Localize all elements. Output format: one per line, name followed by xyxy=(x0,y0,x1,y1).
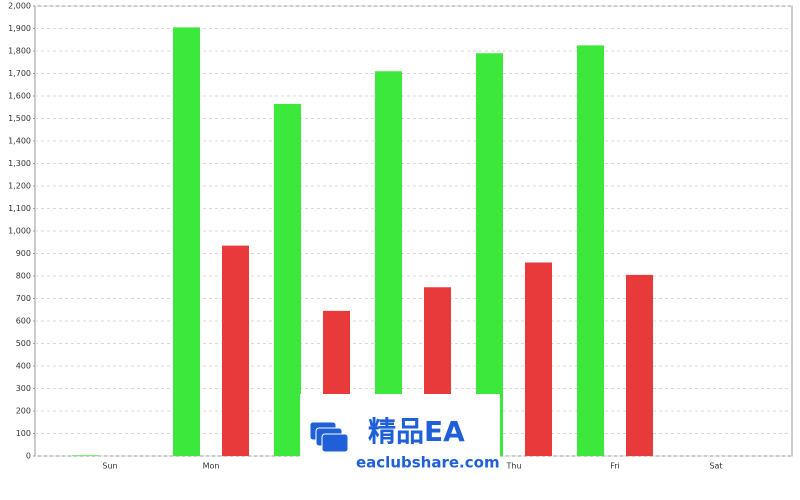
y-tick-label: 1,700 xyxy=(8,69,31,78)
x-tick-label: Thu xyxy=(505,462,521,471)
y-tick-label: 2,000 xyxy=(8,2,31,11)
logo-block xyxy=(321,433,349,453)
y-tick-label: 400 xyxy=(16,362,31,371)
bar xyxy=(375,71,402,456)
y-tick-label: 700 xyxy=(16,294,31,303)
bar xyxy=(222,245,249,456)
x-tick-label: Fri xyxy=(610,462,620,471)
y-tick-label: 600 xyxy=(16,317,31,326)
y-tick-label: 1,300 xyxy=(8,159,31,168)
y-tick-label: 1,100 xyxy=(8,204,31,213)
watermark-logo xyxy=(309,421,349,453)
y-tick-label: 200 xyxy=(16,407,31,416)
y-tick-label: 1,400 xyxy=(8,137,31,146)
y-tick-label: 1,500 xyxy=(8,114,31,123)
bar xyxy=(173,27,200,456)
bar xyxy=(525,262,552,456)
y-tick-label: 800 xyxy=(16,272,31,281)
y-tick-label: 0 xyxy=(26,452,31,461)
bar xyxy=(274,103,301,456)
bar xyxy=(577,45,604,456)
watermark-subtitle: eaclubshare.com xyxy=(356,454,500,472)
x-tick-label: Sat xyxy=(709,462,722,471)
x-tick-label: Sun xyxy=(102,462,117,471)
y-tick-label: 1,000 xyxy=(8,227,31,236)
y-tick-label: 900 xyxy=(16,249,31,258)
y-tick-label: 500 xyxy=(16,339,31,348)
bar xyxy=(626,274,653,456)
bar xyxy=(72,455,99,456)
y-tick-label: 1,800 xyxy=(8,47,31,56)
y-tick-label: 1,600 xyxy=(8,92,31,101)
y-tick-label: 1,200 xyxy=(8,182,31,191)
y-tick-label: 300 xyxy=(16,384,31,393)
y-tick-label: 1,900 xyxy=(8,24,31,33)
y-tick-label: 100 xyxy=(16,429,31,438)
x-tick-label: Mon xyxy=(203,462,220,471)
watermark-title: 精品EA xyxy=(368,415,465,448)
bar xyxy=(476,53,503,456)
